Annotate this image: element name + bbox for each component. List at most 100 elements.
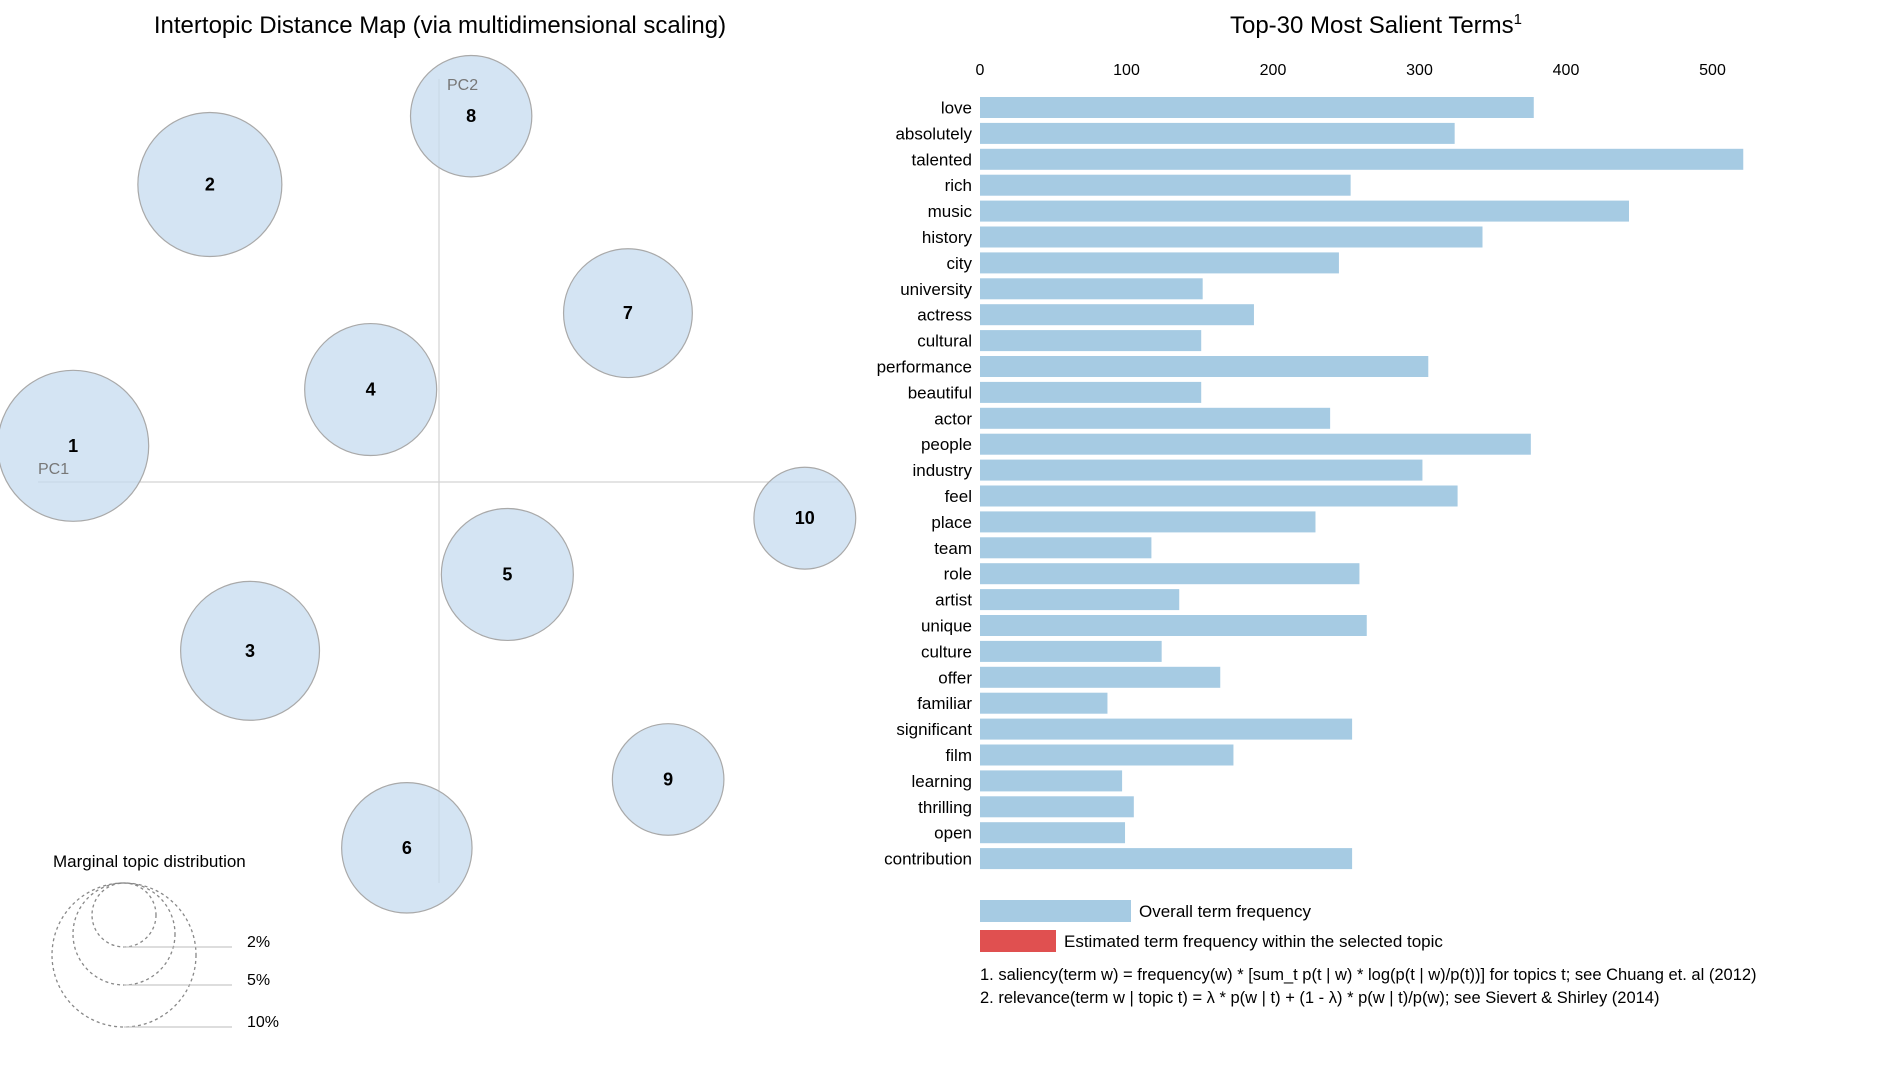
term-bar-history[interactable]	[980, 226, 1483, 248]
pc1-label: PC1	[38, 461, 69, 478]
term-bar-role[interactable]	[980, 563, 1360, 585]
salient-terms-title-text: Top-30 Most Salient Terms	[1230, 12, 1514, 39]
term-label-beautiful[interactable]: beautiful	[908, 383, 972, 402]
term-label-performance[interactable]: performance	[877, 358, 972, 377]
term-label-university[interactable]: university	[900, 280, 972, 299]
term-label-actor[interactable]: actor	[934, 409, 972, 428]
x-tick-label-400: 400	[1553, 62, 1580, 79]
term-label-team[interactable]: team	[934, 539, 972, 558]
term-bar-cultural[interactable]	[980, 330, 1202, 352]
salient-terms-chart: Top-30 Most Salient Terms1 0 100 200 300 400…	[877, 11, 1757, 1007]
term-bar-place[interactable]	[980, 511, 1316, 533]
term-label-music[interactable]: music	[928, 202, 973, 221]
term-label-artist[interactable]: artist	[935, 591, 972, 610]
term-label-feel[interactable]: feel	[945, 487, 972, 506]
term-label-unique[interactable]: unique	[921, 617, 972, 636]
term-label-city[interactable]: city	[947, 254, 973, 273]
term-label-cultural[interactable]: cultural	[917, 332, 972, 351]
term-label-learning[interactable]: learning	[912, 772, 973, 791]
marginal-topic-distribution-legend: Marginal topic distribution 2% 5% 10%	[51, 852, 279, 1031]
term-bar-people[interactable]	[980, 433, 1531, 455]
size-legend-label-2pct: 2%	[247, 934, 270, 951]
term-bar-performance[interactable]	[980, 356, 1429, 377]
topic-circle-5[interactable]	[440, 507, 574, 642]
topic-circles[interactable]: 1 2 3 4 5 6 7 8 9 10	[0, 54, 857, 914]
intertopic-distance-map: Intertopic Distance Map (via multidimens…	[0, 12, 857, 1031]
term-label-thrilling[interactable]: thrilling	[918, 798, 972, 817]
term-label-history[interactable]: history	[922, 228, 973, 247]
intertopic-map-title: Intertopic Distance Map (via multidimens…	[154, 12, 726, 39]
term-bar-talented[interactable]	[980, 148, 1744, 170]
topic-circle-2[interactable]	[137, 111, 283, 258]
footnote-relevance: 2. relevance(term w | topic t) = λ * p(w…	[980, 989, 1659, 1007]
topic-label-6: 6	[402, 838, 412, 858]
term-bar-rich[interactable]	[980, 174, 1351, 196]
size-legend-label-5pct: 5%	[247, 972, 270, 989]
salient-terms-title: Top-30 Most Salient Terms1	[1230, 11, 1522, 39]
term-bar-love[interactable]	[980, 97, 1534, 118]
term-label-industry[interactable]: industry	[912, 461, 972, 480]
term-bar-culture[interactable]	[980, 640, 1162, 662]
term-label-absolutely[interactable]: absolutely	[895, 124, 972, 143]
term-bars[interactable]: love absolutely talented rich music history ci…	[877, 97, 1744, 870]
term-bar-artist[interactable]	[980, 589, 1180, 611]
term-label-film[interactable]: film	[946, 746, 972, 765]
term-bar-unique[interactable]	[980, 615, 1367, 636]
topic-label-5: 5	[502, 564, 512, 584]
legend-swatch-overall	[980, 900, 1131, 922]
topic-circle-10[interactable]	[753, 466, 857, 570]
salient-terms-title-superscript: 1	[1514, 11, 1522, 28]
term-label-culture[interactable]: culture	[921, 642, 972, 661]
term-label-love[interactable]: love	[941, 99, 972, 118]
topic-circle-1[interactable]	[0, 369, 150, 522]
term-label-rich[interactable]: rich	[945, 176, 972, 195]
term-label-familiar[interactable]: familiar	[917, 694, 972, 713]
term-bar-contribution[interactable]	[980, 848, 1353, 870]
term-label-people[interactable]: people	[921, 435, 972, 454]
topic-circle-4[interactable]	[304, 322, 438, 457]
legend-label-estimated: Estimated term frequency within the sele…	[1064, 932, 1443, 951]
topic-circle-3[interactable]	[180, 580, 321, 721]
term-bar-film[interactable]	[980, 744, 1234, 766]
topic-circle-8[interactable]	[409, 54, 533, 178]
topic-label-1: 1	[68, 436, 78, 456]
topic-label-4: 4	[366, 380, 376, 400]
term-bar-significant[interactable]	[980, 718, 1353, 740]
x-tick-label-500: 500	[1699, 62, 1726, 79]
term-bar-learning[interactable]	[980, 770, 1123, 792]
size-legend-label-10pct: 10%	[247, 1014, 279, 1031]
size-legend-circle-10pct	[51, 882, 197, 1028]
term-bar-open[interactable]	[980, 822, 1126, 844]
topic-label-10: 10	[795, 508, 815, 528]
x-tick-label-200: 200	[1260, 62, 1287, 79]
term-label-place[interactable]: place	[931, 513, 972, 532]
term-label-actress[interactable]: actress	[917, 306, 972, 325]
term-label-significant[interactable]: significant	[896, 720, 972, 739]
term-bar-music[interactable]	[980, 200, 1629, 222]
topic-label-2: 2	[205, 175, 215, 195]
term-bar-team[interactable]	[980, 537, 1152, 559]
term-label-role[interactable]: role	[944, 565, 972, 584]
x-tick-label-0: 0	[976, 62, 985, 79]
term-bar-actor[interactable]	[980, 407, 1331, 429]
term-label-open[interactable]: open	[934, 824, 972, 843]
topic-circle-7[interactable]	[562, 248, 693, 379]
topic-circle-6[interactable]	[341, 782, 473, 914]
term-bar-thrilling[interactable]	[980, 796, 1134, 818]
term-bar-actress[interactable]	[980, 304, 1254, 326]
x-tick-label-300: 300	[1406, 62, 1433, 79]
topic-circle-9[interactable]	[611, 723, 725, 836]
topic-label-9: 9	[663, 769, 673, 789]
term-label-contribution[interactable]: contribution	[884, 850, 972, 869]
term-label-offer[interactable]: offer	[938, 668, 972, 687]
term-label-talented[interactable]: talented	[912, 150, 973, 169]
topic-label-7: 7	[623, 303, 633, 323]
term-bar-beautiful[interactable]	[980, 381, 1202, 403]
term-bar-absolutely[interactable]	[980, 122, 1455, 144]
term-bar-city[interactable]	[980, 252, 1339, 274]
term-bar-feel[interactable]	[980, 485, 1458, 507]
term-bar-industry[interactable]	[980, 459, 1423, 481]
term-bar-familiar[interactable]	[980, 692, 1108, 714]
term-bar-offer[interactable]	[980, 666, 1221, 688]
term-bar-university[interactable]	[980, 278, 1203, 300]
